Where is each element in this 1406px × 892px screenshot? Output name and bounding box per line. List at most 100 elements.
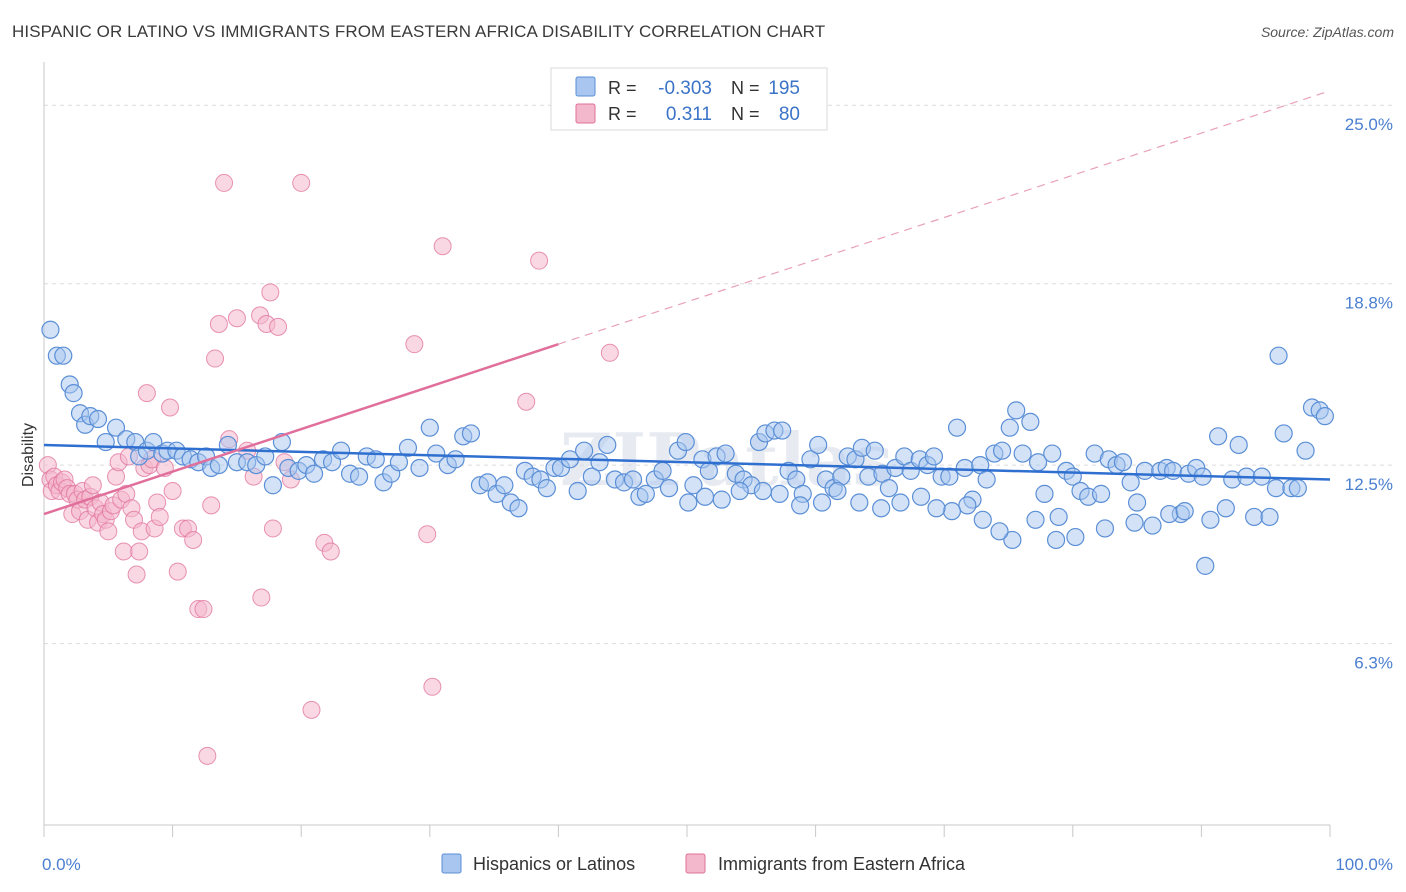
- point-eastern-africa-48: [168, 562, 187, 581]
- point-hispanics-10: [106, 418, 126, 437]
- bottom-legend: Hispanics or Latinos Immigrants from Eas…: [441, 853, 966, 874]
- point-hispanics-35: [304, 464, 324, 483]
- point-eastern-africa-47: [163, 482, 182, 501]
- point-hispanics-79: [659, 479, 679, 498]
- point-hispanics-124: [1000, 418, 1019, 437]
- point-hispanics-126: [1013, 444, 1032, 463]
- point-hispanics-178: [1003, 530, 1022, 550]
- point-hispanics-123: [992, 441, 1012, 460]
- point-eastern-africa-35: [127, 565, 146, 584]
- point-eastern-africa-64: [252, 588, 271, 607]
- point-hispanics-46: [398, 438, 418, 457]
- point-hispanics-106: [865, 441, 884, 460]
- legend-swatch-blue: [575, 76, 596, 97]
- point-hispanics-158: [1245, 507, 1264, 527]
- bottom-legend-label-hispanics: Hispanics or Latinos: [473, 854, 635, 874]
- point-eastern-africa-76: [418, 525, 437, 544]
- bottom-legend-swatch-blue: [441, 853, 462, 874]
- point-hispanics-195: [695, 487, 715, 506]
- point-eastern-africa-39: [137, 384, 156, 403]
- point-hispanics-194: [712, 490, 731, 509]
- point-hispanics-162: [1274, 424, 1293, 443]
- point-hispanics-70: [590, 453, 609, 472]
- point-eastern-africa-80: [530, 251, 549, 270]
- y-axis-label: Disability: [20, 423, 37, 487]
- point-eastern-africa-79: [517, 392, 536, 411]
- point-eastern-africa-75: [405, 335, 424, 354]
- chart-source: Source: ZipAtlas.com: [1260, 24, 1394, 40]
- point-hispanics-117: [947, 418, 967, 437]
- point-hispanics-48: [420, 418, 439, 437]
- point-hispanics-78: [653, 461, 672, 480]
- point-hispanics-181: [958, 496, 977, 515]
- point-hispanics-47: [410, 458, 429, 478]
- point-eastern-africa-60: [227, 309, 246, 328]
- point-hispanics-38: [331, 441, 351, 460]
- point-hispanics-63: [537, 479, 556, 498]
- legend-n-label-2: N =: [731, 104, 760, 124]
- y-tick-label-0: 6.3%: [1354, 654, 1393, 673]
- point-hispanics-164: [1288, 479, 1307, 498]
- point-hispanics-175: [1066, 527, 1085, 547]
- point-hispanics-59: [509, 499, 528, 518]
- grid-lines: [44, 104, 1395, 645]
- point-eastern-africa-74: [321, 542, 340, 561]
- point-hispanics-196: [679, 493, 698, 512]
- point-hispanics-182: [942, 502, 962, 521]
- point-hispanics-130: [1043, 444, 1062, 463]
- trend-line-eastern-africa-extension: [558, 90, 1331, 345]
- legend-n-value-1: 195: [768, 78, 800, 99]
- point-hispanics-156: [1229, 435, 1248, 455]
- point-eastern-africa-67: [263, 519, 282, 538]
- point-eastern-africa-44: [150, 507, 169, 526]
- point-eastern-africa-81: [600, 343, 619, 362]
- point-hispanics-193: [730, 481, 749, 501]
- point-hispanics-191: [770, 484, 789, 503]
- bottom-legend-swatch-pink: [685, 853, 706, 874]
- legend-r-label-1: R =: [608, 78, 637, 98]
- point-hispanics-121: [977, 470, 996, 489]
- point-hispanics-2: [54, 346, 73, 365]
- point-hispanics-4: [64, 384, 83, 403]
- point-hispanics-161: [1266, 479, 1286, 498]
- point-hispanics-180: [973, 510, 992, 529]
- legend-r-value-1: -0.303: [658, 78, 712, 99]
- point-eastern-africa-18: [83, 476, 102, 495]
- point-hispanics-71: [598, 435, 617, 455]
- point-hispanics-49: [427, 444, 446, 463]
- point-hispanics-141: [1121, 473, 1140, 492]
- point-eastern-africa-36: [130, 542, 149, 561]
- point-eastern-africa-71: [292, 173, 311, 192]
- point-hispanics-170: [1160, 504, 1179, 524]
- point-hispanics-30: [263, 476, 283, 495]
- point-hispanics-186: [872, 499, 891, 518]
- point-hispanics-183: [927, 499, 946, 518]
- point-hispanics-152: [1201, 510, 1220, 529]
- point-hispanics-125: [1007, 401, 1026, 420]
- legend-box: R = -0.303 N = 195 R = 0.311 N = 80: [550, 67, 828, 131]
- point-eastern-africa-78: [433, 237, 452, 256]
- point-hispanics-127: [1021, 412, 1040, 432]
- y-tick-labels: 6.3% 12.5% 18.8% 25.0%: [1345, 115, 1393, 672]
- y-tick-label-3: 25.0%: [1345, 115, 1393, 134]
- point-eastern-africa-46: [161, 398, 180, 417]
- point-eastern-africa-54: [198, 746, 217, 765]
- point-hispanics-179: [990, 522, 1009, 541]
- point-hispanics-153: [1209, 427, 1228, 446]
- point-hispanics-81: [676, 432, 695, 452]
- point-eastern-africa-55: [202, 496, 221, 515]
- point-hispanics-184: [911, 487, 931, 506]
- trend-line-hispanics: [43, 443, 1331, 481]
- axes: [43, 62, 1331, 837]
- point-hispanics-165: [1296, 441, 1315, 460]
- point-hispanics-8: [88, 409, 108, 429]
- point-hispanics-114: [924, 447, 944, 466]
- point-hispanics-190: [791, 496, 810, 515]
- point-hispanics-74: [623, 470, 643, 489]
- point-hispanics-97: [801, 450, 820, 469]
- point-hispanics-174: [1095, 519, 1115, 538]
- y-tick-label-2: 18.8%: [1345, 294, 1393, 313]
- trend-lines: [43, 90, 1331, 516]
- y-tick-label-1: 12.5%: [1345, 475, 1393, 494]
- point-eastern-africa-72: [302, 700, 321, 719]
